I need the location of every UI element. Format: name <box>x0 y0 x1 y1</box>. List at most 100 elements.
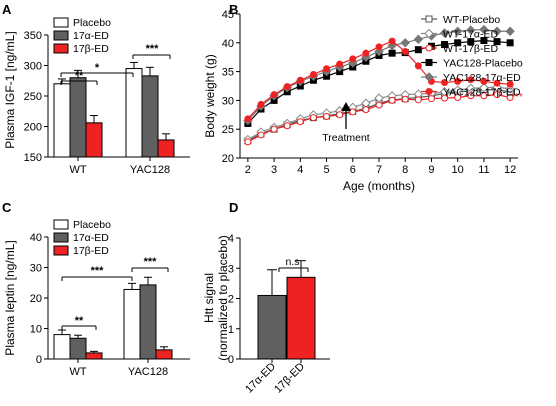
sig-label-a1: ** <box>75 70 84 82</box>
data-point <box>452 26 463 36</box>
panel-a-ylabel: Plasma IGF-1 [ng/mL] <box>3 31 17 148</box>
panel-b-y-tick-label: 35 <box>222 67 234 79</box>
panel-b-series <box>243 24 515 146</box>
data-point <box>401 47 409 55</box>
panel-c: C Plasma leptin [ng/mL] 0 10 20 30 40 WT YAC12… <box>2 200 190 378</box>
panel-c-significance: ** *** *** <box>61 256 169 330</box>
treatment-arrow <box>341 102 351 129</box>
data-point <box>492 26 502 36</box>
bar <box>155 349 173 360</box>
legend-label: WT-17β-ED <box>443 43 498 55</box>
legend-label: 17β-ED <box>73 43 109 55</box>
panel-c-y-tick-label: 30 <box>30 263 42 275</box>
x-tick-label: WT <box>69 366 86 378</box>
panel-a-label: A <box>2 2 12 17</box>
panel-d-ylabel-line2: (normalized to placebo) <box>216 235 230 360</box>
data-point <box>506 39 514 47</box>
legend-label: Placebo <box>73 17 111 29</box>
panel-c-y-tick-label: 20 <box>30 293 42 305</box>
panel-a: A Plasma IGF-1 [ng/mL] 150 200 250 300 350 WT… <box>2 2 190 176</box>
data-point <box>425 59 433 66</box>
bar <box>286 276 316 360</box>
panel-a-y-tick-label: 150 <box>24 152 42 164</box>
x-tick-label: 5 <box>323 164 329 176</box>
panel-b-y-tick-label: 20 <box>222 153 234 165</box>
panel-a-y-tick-label: 350 <box>24 30 42 42</box>
data-point <box>362 106 370 114</box>
legend-label: YAC128-17β-ED <box>443 87 521 99</box>
data-point <box>375 101 383 109</box>
data-point <box>244 138 252 146</box>
data-point <box>424 72 434 82</box>
data-point <box>454 77 462 85</box>
legend-label: 17β-ED <box>73 245 109 257</box>
data-point <box>505 26 515 36</box>
panel-c-y-tick-label: 40 <box>30 232 42 244</box>
data-point <box>441 94 449 102</box>
data-point <box>441 79 449 87</box>
bar <box>69 337 87 360</box>
data-point <box>480 77 488 85</box>
legend-label: WT-Placebo <box>443 14 500 26</box>
legend-swatch <box>53 232 69 243</box>
bar <box>157 139 175 158</box>
data-point <box>466 25 476 35</box>
sig-label-a3: *** <box>146 43 160 55</box>
panel-b-ylabel: Body weight (g) <box>203 54 217 137</box>
panel-a-bars <box>53 61 175 158</box>
data-point <box>362 49 370 57</box>
x-tick-label: 17α-ED <box>243 361 278 396</box>
panel-a-y-tick-label: 300 <box>24 61 42 73</box>
data-point <box>349 55 357 63</box>
data-point <box>401 95 409 103</box>
data-point <box>427 95 435 103</box>
data-point <box>441 41 449 49</box>
data-point <box>388 49 396 57</box>
data-point <box>425 88 433 95</box>
panel-d-y-tick-label: 1 <box>228 324 234 336</box>
data-point <box>309 70 317 78</box>
panel-d-significance: n.s. <box>278 256 309 272</box>
data-point <box>439 28 450 38</box>
sig-label-c3: *** <box>144 256 158 268</box>
sig-label-d1: n.s. <box>286 256 303 268</box>
data-point <box>506 80 514 88</box>
panel-b-legend: WT-Placebo WT-17α-ED WT-17β-ED YAC128-Place… <box>421 14 523 99</box>
data-point <box>296 118 304 126</box>
data-point <box>467 76 475 84</box>
treatment-label: Treatment <box>322 132 370 144</box>
sig-label-a2: * <box>95 62 100 74</box>
panel-d-y-tick-label: 3 <box>228 263 234 275</box>
data-point <box>454 39 462 47</box>
x-tick-label: 8 <box>402 164 408 176</box>
data-point <box>414 46 422 54</box>
panel-a-y-tick-label: 250 <box>24 91 42 103</box>
x-tick-label: 17β-ED <box>272 361 307 396</box>
panel-d: D Htt signal (normalized to placebo) 0 1 2… <box>202 200 330 396</box>
panel-c-y-tick-label: 10 <box>30 324 42 336</box>
panel-c-y-tick-label: 0 <box>36 354 42 366</box>
legend-label: YAC128-Placebo <box>443 58 523 70</box>
data-point <box>388 96 396 104</box>
panel-b-xlabel: Age (months) <box>343 179 415 193</box>
data-point <box>480 36 488 44</box>
x-tick-label: 3 <box>271 164 277 176</box>
data-point <box>323 65 331 73</box>
x-tick-label: 7 <box>376 164 382 176</box>
data-point <box>400 38 410 48</box>
bar <box>53 334 71 360</box>
data-point <box>270 91 278 99</box>
data-point <box>283 83 291 91</box>
data-point <box>388 37 396 45</box>
legend-swatch <box>53 245 69 256</box>
legend-label: 17α-ED <box>73 232 109 244</box>
legend-swatch <box>53 219 69 230</box>
data-point <box>323 113 331 121</box>
legend-label: 17α-ED <box>73 30 109 42</box>
data-point <box>309 114 317 122</box>
panel-b: B Body weight (g) Age (months) 202530354… <box>203 2 523 193</box>
x-tick-label: YAC128 <box>128 366 168 378</box>
bar <box>85 352 103 360</box>
